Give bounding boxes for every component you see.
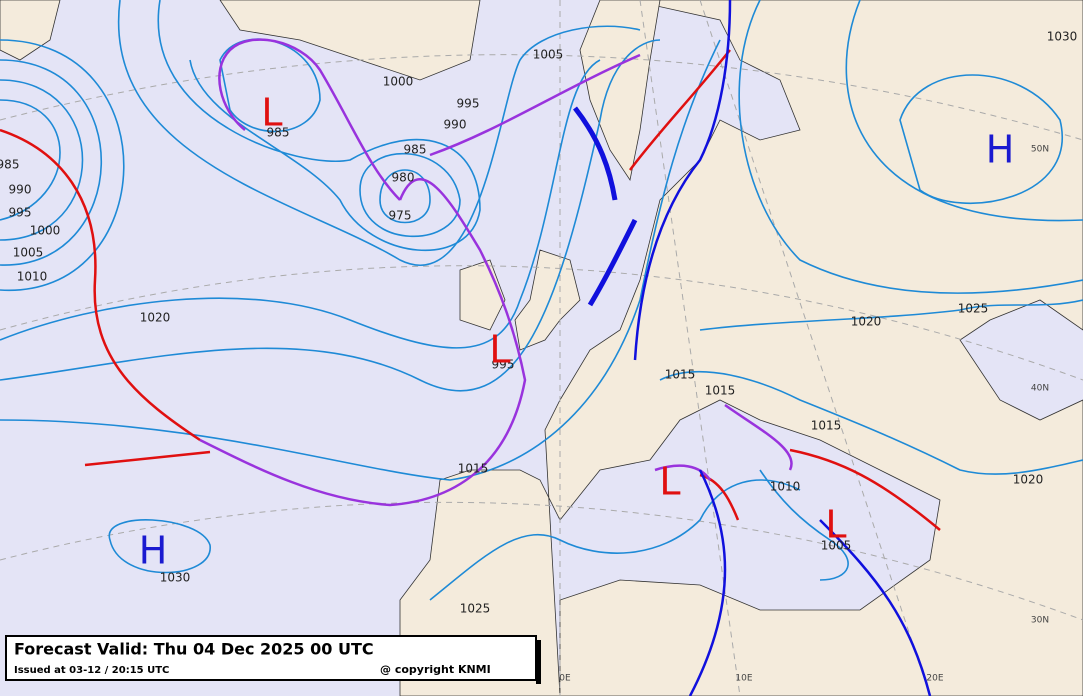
isobar-label: 1015 xyxy=(811,419,842,433)
isobar-label: 990 xyxy=(9,183,32,197)
isobar-label: 1030 xyxy=(1047,30,1078,44)
isobar-label: 1015 xyxy=(705,384,736,398)
pressure-center: H xyxy=(139,529,168,573)
isobar-label: 1030 xyxy=(160,571,191,585)
isobar-label: 1020 xyxy=(140,311,171,325)
copyright: @ copyright KNMI xyxy=(380,663,491,676)
isobars xyxy=(0,0,1083,601)
isobar-label: 1020 xyxy=(851,315,882,329)
isobar-label: 985 xyxy=(404,143,427,157)
graticule-label: 0E xyxy=(559,674,571,684)
isobar-label: 995 xyxy=(457,97,480,111)
isobar-label: 985 xyxy=(0,158,19,172)
isobar-label: 1025 xyxy=(958,302,989,316)
pressure-center: L xyxy=(825,503,846,547)
graticule-label: 50N xyxy=(1031,145,1049,155)
isobar-label: 1025 xyxy=(460,602,491,616)
isobar-label: 1000 xyxy=(383,75,414,89)
isobar-label: 1005 xyxy=(533,48,564,62)
isobar-label: 990 xyxy=(444,118,467,132)
isobar-label: 975 xyxy=(389,209,412,223)
isobar-label: 1020 xyxy=(1013,473,1044,487)
isobar-label: 985 xyxy=(267,126,290,140)
pressure-center: H xyxy=(986,128,1015,172)
isobar-label: 1005 xyxy=(13,246,44,260)
pressure-center: L xyxy=(489,328,510,372)
issued-time: Issued at 03-12 / 20:15 UTC xyxy=(14,665,169,676)
pressure-center: L xyxy=(659,460,680,504)
graticule-label: 30N xyxy=(1031,616,1049,626)
info-box-shadow xyxy=(536,640,541,684)
isobar-label: 1015 xyxy=(665,368,696,382)
graticule-label: 10E xyxy=(735,674,752,684)
graticule-label: 40N xyxy=(1031,384,1049,394)
forecast-title: Forecast Valid: Thu 04 Dec 2025 00 UTC xyxy=(14,640,374,659)
isobar-label: 1010 xyxy=(17,270,48,284)
info-box xyxy=(5,635,537,681)
fronts xyxy=(0,0,941,696)
isobar-label: 1015 xyxy=(458,462,489,476)
isobar-label: 995 xyxy=(492,358,515,372)
pressure-center: L xyxy=(261,91,282,135)
isobar-label: 1000 xyxy=(30,224,61,238)
isobar-label: 1010 xyxy=(770,480,801,494)
isobar-label: 995 xyxy=(9,206,32,220)
isobar-label: 980 xyxy=(392,171,415,185)
graticule-label: 20E xyxy=(926,674,943,684)
isobar-label: 1005 xyxy=(821,539,852,553)
